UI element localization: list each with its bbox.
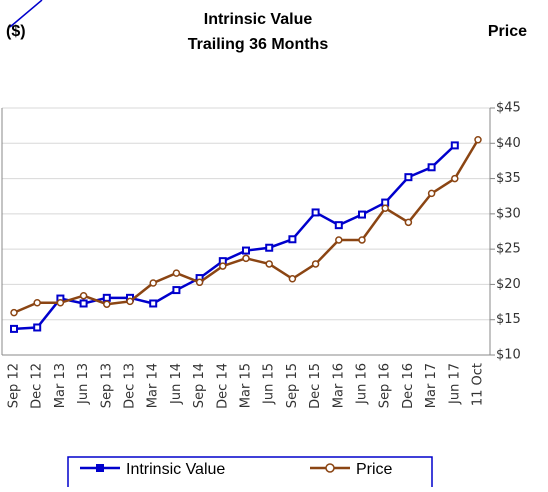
point (149, 299, 158, 308)
point (265, 260, 273, 268)
x-tick-label: Mar 13 (53, 363, 68, 408)
point (126, 297, 134, 306)
point (265, 243, 274, 252)
point (334, 221, 343, 230)
x-tick-label: Dec 14 (215, 363, 230, 409)
point (33, 299, 41, 307)
point (79, 291, 88, 300)
x-tick-label: Dec 12 (30, 363, 45, 409)
x-tick-label: Sep 13 (99, 363, 114, 408)
point (219, 262, 227, 270)
point (79, 299, 88, 308)
point (311, 208, 320, 217)
x-tick-label: Sep 14 (192, 363, 207, 408)
point (451, 174, 459, 183)
point (33, 323, 42, 332)
series-line (13, 139, 480, 314)
point (288, 235, 297, 244)
chart-subtitle: Trailing 36 Months (188, 36, 329, 53)
point (103, 300, 111, 308)
x-tick-label: Sep 12 (7, 363, 22, 408)
y-tick-label: $20 (496, 277, 521, 292)
x-tick-label: Sep 15 (285, 363, 300, 408)
point (311, 260, 320, 268)
point (56, 299, 65, 307)
point (427, 163, 436, 172)
y-tick-label: $25 (496, 242, 521, 257)
x-tick-label: Dec 13 (123, 363, 138, 409)
y-axis-label-right: Price (488, 23, 527, 40)
legend-swatch (325, 463, 335, 473)
point (358, 210, 366, 219)
x-tick-label: Jun 17 (447, 363, 462, 405)
x-tick-label: Jun 15 (262, 363, 277, 405)
x-tick-label: 11 Oct (471, 363, 486, 406)
point (172, 269, 181, 277)
point (242, 246, 250, 255)
y-tick-label: $40 (496, 136, 521, 151)
point (450, 141, 459, 150)
x-tick-label: Jun 14 (169, 363, 184, 405)
legend-label: Price (356, 461, 393, 478)
point (404, 218, 413, 227)
point (427, 189, 436, 198)
decoration (9, 0, 43, 28)
y-tick-label: $30 (496, 206, 521, 221)
x-tick-label: Mar 14 (146, 363, 161, 408)
legend-swatch (96, 464, 104, 472)
point (102, 293, 111, 302)
point (10, 324, 18, 333)
point (474, 136, 482, 144)
y-tick-label: $10 (496, 348, 521, 363)
x-tick-label: Dec 15 (308, 363, 323, 409)
point (149, 279, 157, 287)
x-tick-label: Mar 17 (424, 363, 439, 408)
point (335, 236, 343, 244)
point (195, 278, 204, 287)
x-tick-label: Jun 16 (355, 363, 370, 405)
point (358, 236, 366, 244)
point (10, 308, 18, 317)
y-tick-label: $35 (496, 171, 521, 186)
point (404, 173, 413, 182)
point (242, 254, 250, 263)
legend-label: Intrinsic Value (126, 461, 225, 478)
x-tick-label: Mar 15 (239, 363, 254, 408)
y-tick-label: $45 (496, 101, 521, 116)
y-axis-label-left: ($) (6, 23, 26, 40)
x-tick-label: Dec 16 (401, 363, 416, 409)
chart-title: Intrinsic Value (204, 11, 313, 28)
point (288, 275, 297, 283)
point (172, 286, 181, 295)
y-tick-label: $15 (496, 312, 521, 327)
point (381, 204, 389, 212)
x-tick-label: Sep 16 (378, 363, 393, 408)
x-tick-label: Jun 13 (76, 363, 91, 405)
x-tick-label: Mar 16 (331, 363, 346, 408)
